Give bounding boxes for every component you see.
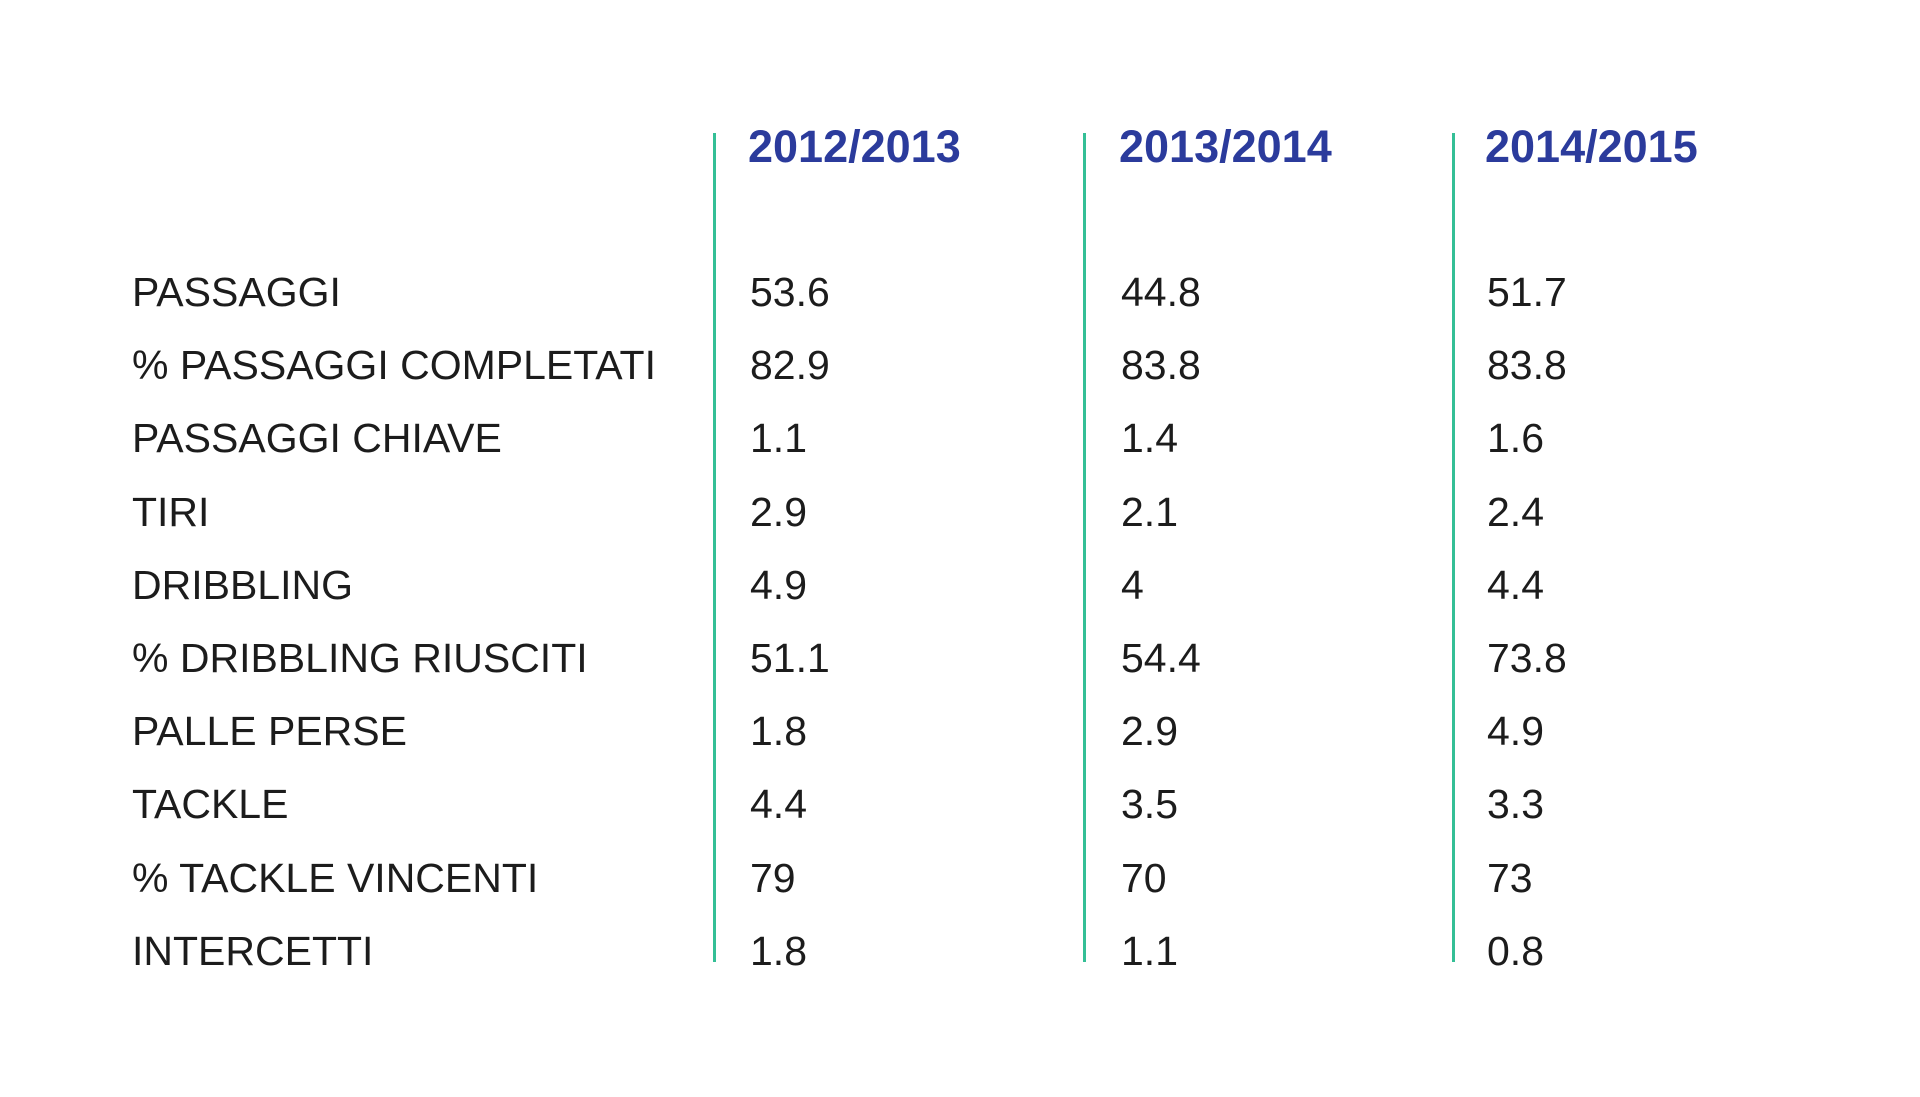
stat-value: 3.3 [1487,781,1544,827]
stat-value: 4.9 [750,562,807,608]
stat-value: 83.8 [1487,342,1567,388]
stat-value: 1.1 [750,415,807,461]
season-column-header: 2014/2015 [1485,121,1698,172]
stat-value: 1.6 [1487,415,1544,461]
stat-value: 73.8 [1487,635,1567,681]
stat-value: 44.8 [1121,269,1201,315]
stat-row-label: PASSAGGI CHIAVE [132,415,502,461]
stat-value: 1.4 [1121,415,1178,461]
stat-value: 51.1 [750,635,830,681]
column-divider [713,133,716,962]
stat-value: 79 [750,855,796,901]
stat-value: 70 [1121,855,1167,901]
stat-value: 83.8 [1121,342,1201,388]
stat-value: 53.6 [750,269,830,315]
stat-value: 51.7 [1487,269,1567,315]
stat-row-label: INTERCETTI [132,928,374,974]
column-divider [1452,133,1455,962]
stat-row-label: % DRIBBLING RIUSCITI [132,635,588,681]
stat-row-label: TACKLE [132,781,289,827]
stat-value: 82.9 [750,342,830,388]
season-column-header: 2013/2014 [1119,121,1332,172]
stat-value: 2.9 [1121,708,1178,754]
season-column-header: 2012/2013 [748,121,961,172]
stat-row-label: % TACKLE VINCENTI [132,855,539,901]
stat-value: 73 [1487,855,1533,901]
stat-value: 4.4 [1487,562,1544,608]
stat-value: 54.4 [1121,635,1201,681]
stat-value: 2.1 [1121,489,1178,535]
stat-value: 1.1 [1121,928,1178,974]
column-divider [1083,133,1086,962]
stat-row-label: DRIBBLING [132,562,353,608]
stat-row-label: PALLE PERSE [132,708,407,754]
stat-value: 0.8 [1487,928,1544,974]
stat-value: 1.8 [750,928,807,974]
stat-value: 4 [1121,562,1144,608]
stat-row-label: % PASSAGGI COMPLETATI [132,342,656,388]
stat-value: 4.4 [750,781,807,827]
stat-row-label: TIRI [132,489,210,535]
stat-value: 2.9 [750,489,807,535]
stat-value: 1.8 [750,708,807,754]
stat-value: 4.9 [1487,708,1544,754]
stat-row-label: PASSAGGI [132,269,341,315]
stat-value: 3.5 [1121,781,1178,827]
stat-value: 2.4 [1487,489,1544,535]
